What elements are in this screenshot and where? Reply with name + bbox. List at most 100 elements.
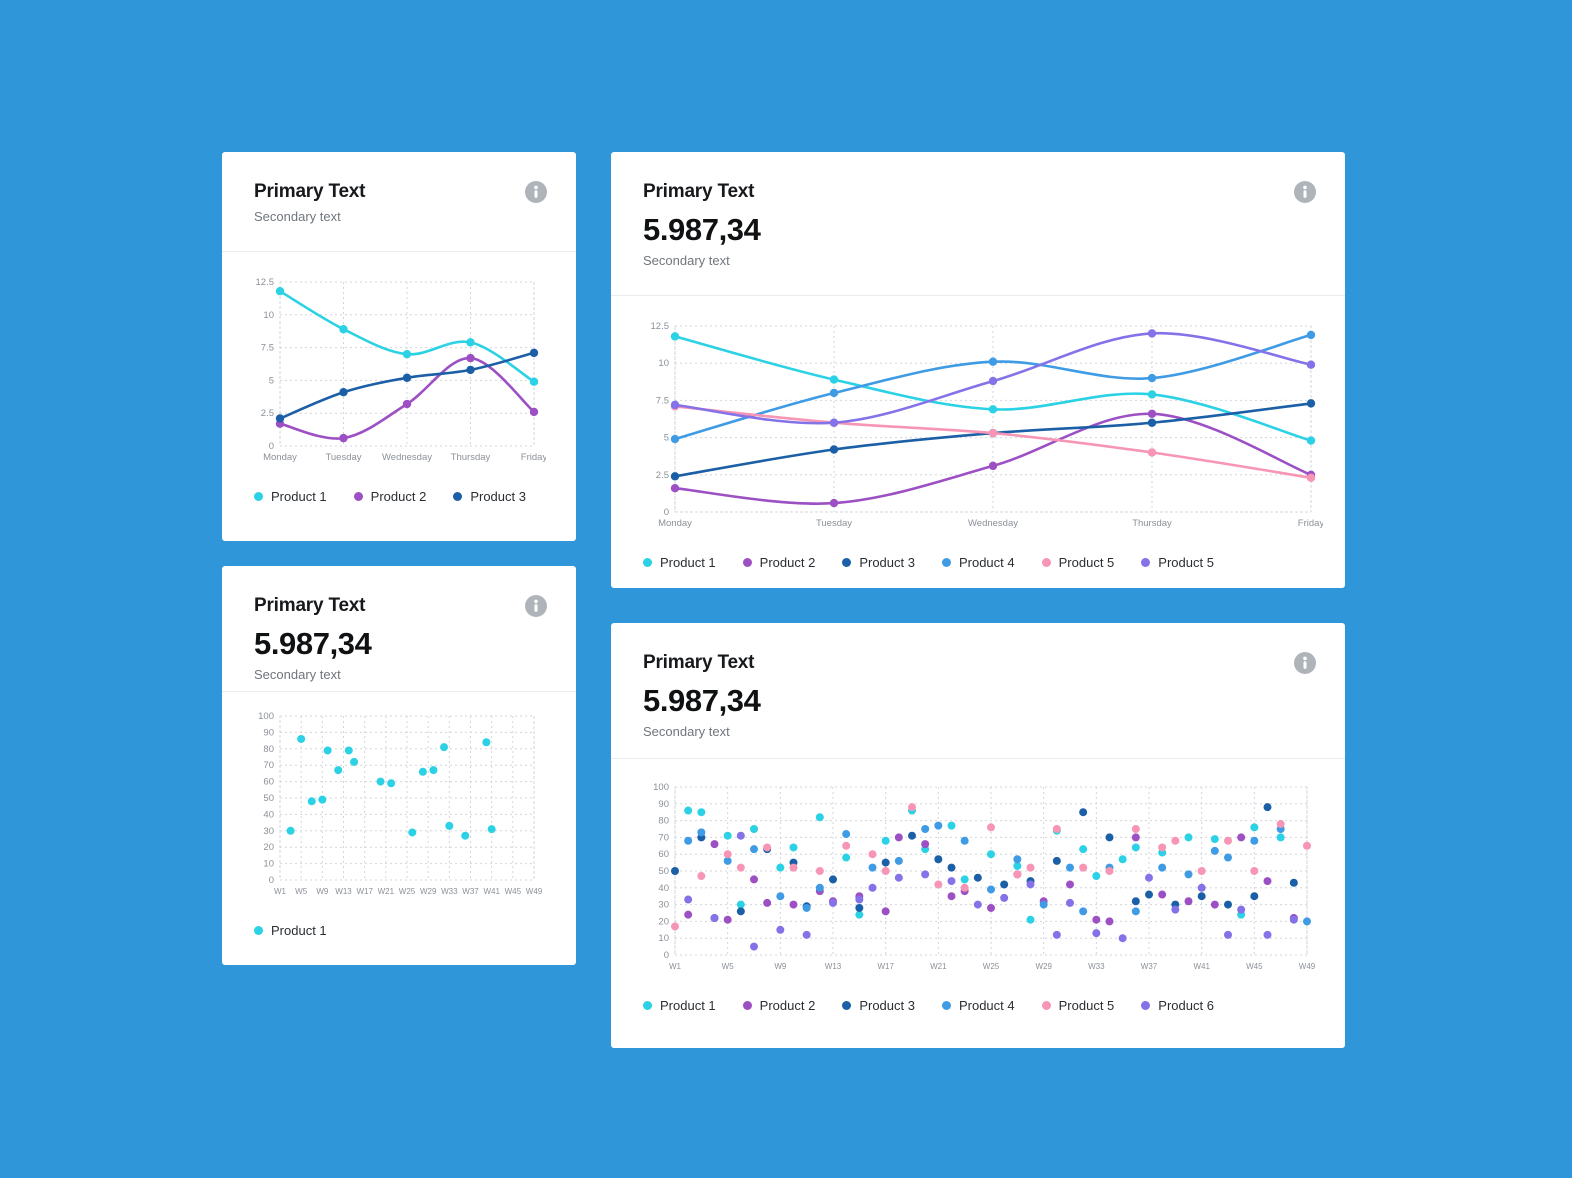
- svg-text:0: 0: [664, 950, 669, 961]
- legend-dot: [1141, 1001, 1151, 1010]
- svg-text:W45: W45: [505, 887, 522, 896]
- legend-label: Product 5: [1058, 998, 1115, 1013]
- legend-dot: [643, 558, 652, 567]
- info-icon[interactable]: [524, 594, 548, 618]
- legend-label: Product 2: [759, 555, 816, 570]
- legend-label: Product 5: [1058, 555, 1115, 570]
- card-header-text: Primary Text 5.987,34 Secondary text: [643, 651, 761, 740]
- chart-legend: Product 1 Product 2 Product 3 Product 4 Prod…: [611, 984, 1345, 1013]
- svg-text:70: 70: [658, 832, 669, 843]
- chart-area: 0 2.5 5 7.5 10 12.5 Monday Tuesday Wednesday Thur…: [611, 296, 1345, 541]
- legend-dot: [643, 1001, 652, 1010]
- svg-text:W1: W1: [669, 962, 682, 971]
- legend-dot: [842, 1001, 852, 1010]
- svg-text:W13: W13: [825, 962, 842, 971]
- legend-dot: [742, 558, 752, 567]
- legend-item[interactable]: Product 5: [1041, 555, 1115, 570]
- legend-item[interactable]: Product 3: [453, 489, 526, 504]
- card-header: Primary Text 5.987,34 Secondary text: [222, 566, 576, 691]
- legend-dot: [1041, 558, 1051, 567]
- svg-text:Thursday: Thursday: [451, 452, 491, 463]
- legend-label: Product 3: [859, 555, 915, 570]
- card-title: Primary Text: [254, 595, 366, 616]
- legend-dot: [1041, 1001, 1051, 1010]
- scatter-chart-canvas: 0 10 20 30 40 50 60 70 80 90 100 W1 W5 W9 W13 W17 W21 W25…: [653, 782, 1316, 971]
- svg-text:W49: W49: [526, 887, 543, 896]
- svg-text:2.5: 2.5: [261, 408, 274, 419]
- divider: [222, 251, 576, 252]
- card-subtitle: Secondary text: [643, 253, 730, 268]
- legend-item[interactable]: Product 4: [941, 998, 1015, 1013]
- metric-value: 5.987,34: [643, 683, 761, 718]
- svg-text:W1: W1: [274, 887, 287, 896]
- legend-item[interactable]: Product 2: [353, 489, 427, 504]
- chart-legend: Product 1 Product 2 Product 3 Product 4 Prod…: [611, 541, 1345, 570]
- legend-item[interactable]: Product 3: [842, 555, 915, 570]
- svg-text:12.5: 12.5: [651, 321, 670, 332]
- legend-item[interactable]: Product 4: [941, 555, 1015, 570]
- svg-text:10: 10: [658, 358, 669, 369]
- legend-item[interactable]: Product 2: [742, 998, 815, 1013]
- svg-text:80: 80: [658, 816, 669, 827]
- legend-item[interactable]: Product 5: [1041, 998, 1115, 1013]
- legend-label: Product 3: [859, 998, 915, 1013]
- svg-text:40: 40: [658, 883, 669, 894]
- divider: [611, 758, 1345, 759]
- svg-text:W29: W29: [420, 887, 437, 896]
- svg-text:W41: W41: [483, 887, 500, 896]
- svg-text:Wednesday: Wednesday: [382, 452, 432, 463]
- legend-label: Product 4: [958, 555, 1015, 570]
- legend-item[interactable]: Product 1: [254, 489, 327, 504]
- line-chart-canvas: 0 2.5 5 7.5 10 12.5 Monday Tuesday Wednesday Thur…: [651, 321, 1325, 529]
- svg-text:12.5: 12.5: [256, 277, 275, 288]
- svg-text:W21: W21: [930, 962, 947, 971]
- svg-text:100: 100: [258, 711, 274, 722]
- legend-label: Product 1: [271, 923, 327, 938]
- legend-label: Product 3: [470, 489, 526, 504]
- legend-label: Product 6: [1158, 998, 1214, 1013]
- legend-item[interactable]: Product 5: [1141, 555, 1214, 570]
- svg-text:W13: W13: [335, 887, 352, 896]
- card-line-wide: Primary Text 5.987,34 Secondary text 0 2.…: [611, 152, 1345, 588]
- card-header-text: Primary Text 5.987,34 Secondary text: [254, 594, 372, 683]
- chart-legend: Product 1: [222, 909, 576, 938]
- legend-item[interactable]: Product 1: [643, 998, 716, 1013]
- legend-dot: [254, 926, 263, 935]
- svg-text:W25: W25: [983, 962, 1000, 971]
- card-subtitle: Secondary text: [254, 667, 341, 682]
- legend-label: Product 5: [1158, 555, 1214, 570]
- legend-dot: [742, 1001, 752, 1010]
- svg-text:W17: W17: [356, 887, 373, 896]
- legend-item[interactable]: Product 1: [643, 555, 716, 570]
- scatter-chart-canvas: 0 10 20 30 40 50 60 70 80 90 100 W1 W5 W9 W13 W17 W21 W25…: [258, 711, 543, 896]
- svg-text:W37: W37: [1141, 962, 1158, 971]
- svg-text:Tuesday: Tuesday: [816, 518, 852, 529]
- info-icon[interactable]: [524, 180, 548, 204]
- svg-text:0: 0: [664, 507, 669, 518]
- divider: [222, 691, 576, 692]
- svg-text:7.5: 7.5: [656, 395, 669, 406]
- svg-text:W33: W33: [1088, 962, 1105, 971]
- svg-text:Friday: Friday: [521, 452, 546, 463]
- svg-text:0: 0: [269, 875, 274, 886]
- legend-dot: [1141, 558, 1151, 567]
- svg-text:W29: W29: [1035, 962, 1052, 971]
- card-header-text: Primary Text Secondary text: [254, 180, 366, 225]
- svg-text:50: 50: [658, 866, 669, 877]
- legend-label: Product 1: [271, 489, 327, 504]
- legend-label: Product 2: [370, 489, 427, 504]
- legend-item[interactable]: Product 3: [842, 998, 915, 1013]
- legend-item[interactable]: Product 6: [1141, 998, 1214, 1013]
- legend-item[interactable]: Product 2: [742, 555, 816, 570]
- info-icon[interactable]: [1293, 651, 1317, 675]
- legend-dot: [453, 492, 463, 501]
- chart-legend: Product 1 Product 2 Product 3: [222, 475, 576, 504]
- svg-text:20: 20: [263, 842, 274, 853]
- svg-text:2.5: 2.5: [656, 470, 669, 481]
- svg-text:W5: W5: [722, 962, 735, 971]
- svg-text:W21: W21: [378, 887, 395, 896]
- info-icon[interactable]: [1293, 180, 1317, 204]
- svg-text:70: 70: [263, 760, 274, 771]
- legend-item[interactable]: Product 1: [254, 923, 327, 938]
- svg-text:W41: W41: [1193, 962, 1210, 971]
